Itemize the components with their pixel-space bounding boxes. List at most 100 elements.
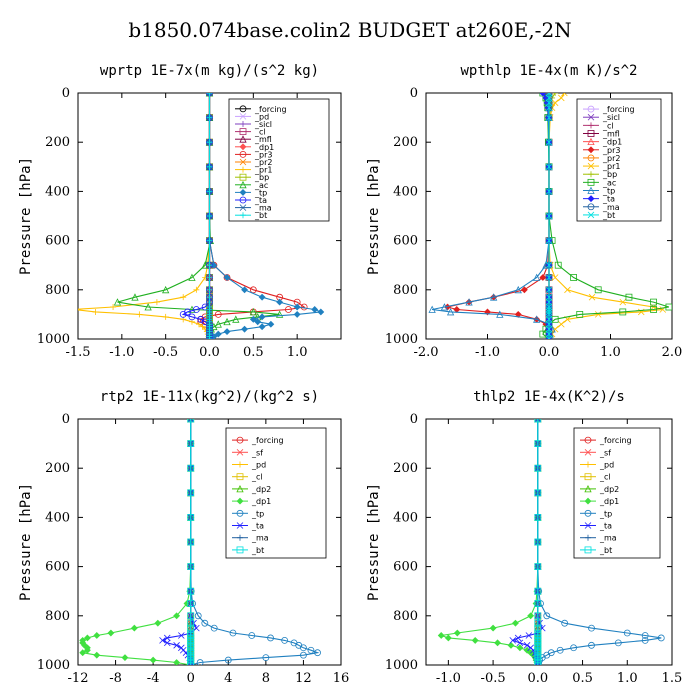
series-point-dp1 xyxy=(444,634,452,642)
legend-label: _forcing xyxy=(599,436,632,445)
series-point-tp xyxy=(281,637,289,644)
series-point-ac xyxy=(650,306,657,313)
series-point-tp xyxy=(224,656,232,664)
series-point-pr1 xyxy=(594,311,602,318)
series-point-pr1 xyxy=(588,293,596,301)
legend-marker xyxy=(239,188,247,196)
legend: _forcing_sicl_cl_mfl_dp1_pr3_pr2_pr1_bp_… xyxy=(576,98,662,222)
series-point-dp1 xyxy=(173,659,181,665)
series-point-bt xyxy=(187,464,195,472)
series-point-bt xyxy=(206,274,213,281)
series-point-dp1 xyxy=(121,654,129,662)
series-point-bt xyxy=(545,212,553,220)
y-tick-label: 600 xyxy=(393,234,418,249)
series-point-pr1 xyxy=(551,99,559,107)
legend-label: _pr1 xyxy=(602,162,620,171)
legend-marker xyxy=(239,204,247,211)
series-point-bt xyxy=(545,274,553,281)
legend: _forcing _sf _pd _cl _dp2 _dp1 _tp _ta _ma _bt xyxy=(573,427,661,559)
series-point-bt xyxy=(206,163,213,170)
series-point-pr1 xyxy=(195,321,202,328)
panel-title: wpthlp 1E-4x(m K)/s^2 xyxy=(460,63,637,79)
figure-title: b1850.074base.colin2 BUDGET at260E,-2N xyxy=(128,18,572,42)
series-point-tp xyxy=(229,629,237,637)
legend-label: _pr2 xyxy=(254,158,272,167)
series-point-tp xyxy=(267,634,274,642)
series-point-bt xyxy=(545,311,553,318)
y-tick-label: 0 xyxy=(62,86,70,101)
y-tick-label: 0 xyxy=(410,412,418,427)
series-point-bt xyxy=(545,163,553,171)
series-point-bt xyxy=(187,440,195,448)
legend-label: _ta xyxy=(602,195,615,204)
x-tick-label: -1.0 xyxy=(436,671,461,686)
series-point-tp xyxy=(514,285,522,294)
series-point-pr1 xyxy=(136,311,143,318)
series-point-tp xyxy=(641,637,649,644)
series-point-tp xyxy=(428,305,436,313)
series-point-bt xyxy=(187,612,195,620)
legend-marker xyxy=(587,146,595,154)
legend-label: _tp xyxy=(599,509,612,518)
legend-label: _dp1 xyxy=(254,143,274,152)
legend-marker xyxy=(236,473,244,481)
legend-marker xyxy=(587,195,595,203)
series-point-bt xyxy=(545,261,553,269)
series-point-tp xyxy=(641,632,649,639)
series-point-bt xyxy=(545,286,553,294)
legend-marker xyxy=(584,497,592,505)
series-point-ta xyxy=(163,634,171,642)
series-point-tp xyxy=(570,644,577,652)
series-point-dp1 xyxy=(471,636,479,644)
legend-marker xyxy=(236,485,244,493)
series-point-bt xyxy=(187,624,195,632)
series-point-tp xyxy=(248,632,256,639)
legend-label: _bt xyxy=(602,211,615,220)
y-tick-label: 0 xyxy=(410,86,418,101)
series-point-ac xyxy=(113,298,122,306)
series-point-bt xyxy=(187,661,195,665)
series-point-tp xyxy=(194,612,202,620)
panel-title: rtp2 1E-11x(kg^2)/(kg^2 s) xyxy=(100,389,319,405)
series-point-tp xyxy=(258,313,266,321)
series-point-bt xyxy=(534,464,542,472)
x-tick-label: -1.5 xyxy=(65,345,90,360)
series-point-bt xyxy=(187,563,195,570)
legend-label: _ac xyxy=(254,181,268,190)
y-tick-label: 800 xyxy=(45,609,70,624)
series-point-bt xyxy=(534,538,542,546)
x-tick-label: 1.0 xyxy=(617,671,638,686)
panel-2: wpthlp 1E-4x(m K)/s^2 Pressure [hPa] 0 200 4… xyxy=(366,63,682,360)
series-point-tp xyxy=(614,639,622,647)
legend-label: _tp xyxy=(254,188,267,197)
legend-marker xyxy=(237,461,243,468)
series-point-bt xyxy=(206,93,213,96)
legend-marker xyxy=(584,473,592,481)
series-point-pr3 xyxy=(214,310,222,318)
legend-marker xyxy=(587,178,595,186)
legend-marker xyxy=(239,135,247,143)
legend-marker xyxy=(239,113,247,120)
panel-3: rtp2 1E-11x(kg^2)/(kg^2 s) Pressure [hPa]… xyxy=(18,389,349,686)
series-point-bt xyxy=(545,306,553,313)
series-point-ac xyxy=(275,310,284,318)
series-point-bt xyxy=(187,600,195,607)
series-point-bt xyxy=(534,440,542,448)
y-axis-label: Pressure [hPa] xyxy=(366,157,382,275)
legend: _forcing_pd_sicl_cl_mfl_dp1_pr3_pr2_pr1_… xyxy=(228,98,330,222)
series-point-pr1 xyxy=(564,286,571,294)
x-tick-label: 0.0 xyxy=(539,345,560,360)
series-point-pr1 xyxy=(551,274,559,281)
series-point-bt xyxy=(545,325,553,333)
legend-label: _ma xyxy=(602,203,620,212)
series-point-bt xyxy=(187,514,195,521)
series-point-bt xyxy=(545,237,553,244)
series-point-bt xyxy=(545,335,553,339)
series-point-tp xyxy=(533,273,541,281)
legend-box xyxy=(225,427,327,559)
y-tick-label: 200 xyxy=(393,135,418,150)
legend-label: _bt xyxy=(599,546,612,555)
legend-marker xyxy=(240,212,246,219)
series-point-bt xyxy=(545,114,553,121)
series-point-ac xyxy=(619,308,627,316)
